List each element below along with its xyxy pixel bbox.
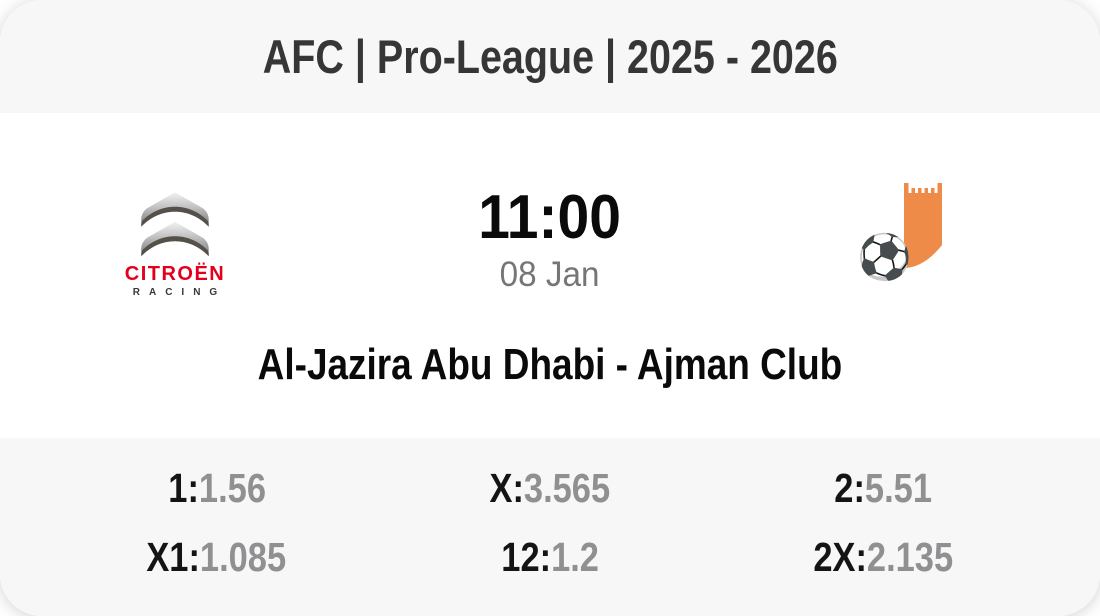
soccer-ball-icon: ⚽ xyxy=(857,232,912,283)
kickoff-block: 11:00 08 Jan xyxy=(0,183,1100,294)
odd-x-value: 3.565 xyxy=(524,465,611,511)
odd-1[interactable]: 1:1.56 xyxy=(168,468,266,509)
odd-x1-label: X1: xyxy=(146,534,201,580)
ajman-banner-icon xyxy=(904,183,942,268)
kickoff-time: 11:00 xyxy=(478,183,622,252)
odd-1-value: 1.56 xyxy=(198,465,266,511)
league-title: AFC | Pro-League | 2025 - 2026 xyxy=(262,30,838,83)
odd-2[interactable]: 2:5.51 xyxy=(834,468,932,509)
odd-2x-value: 2.135 xyxy=(867,534,954,580)
citroen-racing-label: RACING xyxy=(132,287,227,298)
odd-x1-value: 1.085 xyxy=(200,534,287,580)
odd-x-label: X: xyxy=(489,465,525,511)
kickoff-date: 08 Jan xyxy=(500,255,600,294)
odd-x[interactable]: X:3.565 xyxy=(490,468,611,509)
odd-2x[interactable]: 2X:2.135 xyxy=(813,537,953,578)
match-title: Al-Jazira Abu Dhabi - Ajman Club xyxy=(257,340,843,389)
odd-2x-label: 2X: xyxy=(813,534,868,580)
odd-2-value: 5.51 xyxy=(865,465,933,511)
home-team-logo: CITROËN RACING xyxy=(110,191,240,298)
odd-2-label: 2: xyxy=(834,465,866,511)
match-body: CITROËN RACING 11:00 08 Jan ⚽ Al-Jazira … xyxy=(0,113,1100,438)
odd-x1[interactable]: X1:1.085 xyxy=(147,537,287,578)
odd-12[interactable]: 12:1.2 xyxy=(501,537,599,578)
odd-12-label: 12: xyxy=(501,534,551,580)
odd-12-value: 1.2 xyxy=(550,534,599,580)
odd-1-label: 1: xyxy=(167,465,199,511)
odds-panel: 1:1.56 X:3.565 2:5.51 X1:1.085 12:1.2 2X… xyxy=(0,438,1100,616)
citroen-wordmark: CITROËN xyxy=(124,263,226,285)
league-header: AFC | Pro-League | 2025 - 2026 xyxy=(0,0,1100,113)
away-team-logo: ⚽ xyxy=(857,183,942,280)
